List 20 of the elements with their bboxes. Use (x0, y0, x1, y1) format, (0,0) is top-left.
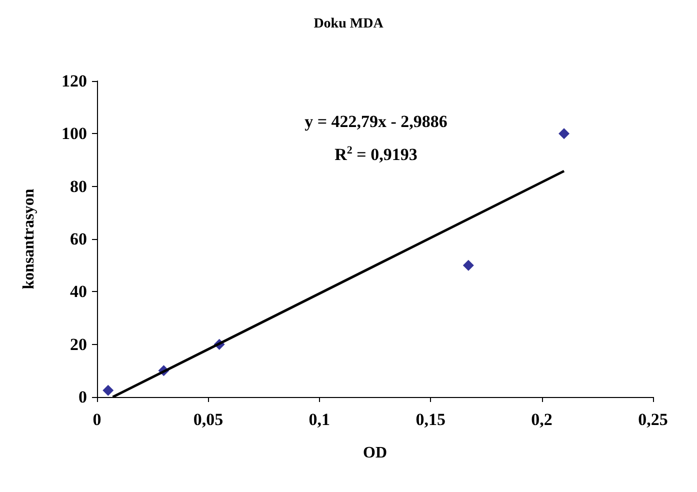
y-tick-label: 60 (70, 230, 87, 248)
x-tick-label: 0,1 (308, 410, 330, 429)
y-tick-label: 80 (70, 176, 87, 196)
point (558, 128, 570, 140)
x-axis-title: OD (363, 444, 387, 462)
x-tick-label: 0,25 (638, 410, 668, 429)
annotation: y = 422,79x - 2,9886 (304, 112, 448, 131)
y-tick-label: 0 (78, 388, 87, 406)
y-tick-label: 20 (70, 334, 87, 354)
x-tick-label: 0,05 (193, 410, 224, 429)
x-tick-label: 0,2 (531, 410, 552, 429)
y-tick-label: 40 (70, 282, 87, 302)
y-axis-title: konsantrasyon (20, 188, 38, 290)
point (462, 260, 474, 271)
point (102, 384, 114, 396)
x-tick-label: 0,15 (416, 410, 446, 429)
x-tick-label: 0 (92, 410, 102, 429)
chart-title: Doku MDA (314, 16, 384, 32)
y-tick-label: 120 (62, 72, 87, 90)
y-tick-label: 100 (62, 124, 87, 144)
